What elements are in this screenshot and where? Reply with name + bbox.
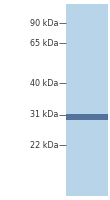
Text: 31 kDa: 31 kDa	[30, 110, 58, 119]
Text: 90 kDa: 90 kDa	[30, 19, 58, 27]
Text: 22 kDa: 22 kDa	[30, 140, 58, 149]
Text: 65 kDa: 65 kDa	[30, 38, 58, 47]
Bar	[66, 4, 108, 196]
Text: 40 kDa: 40 kDa	[30, 78, 58, 88]
Bar	[66, 114, 108, 120]
